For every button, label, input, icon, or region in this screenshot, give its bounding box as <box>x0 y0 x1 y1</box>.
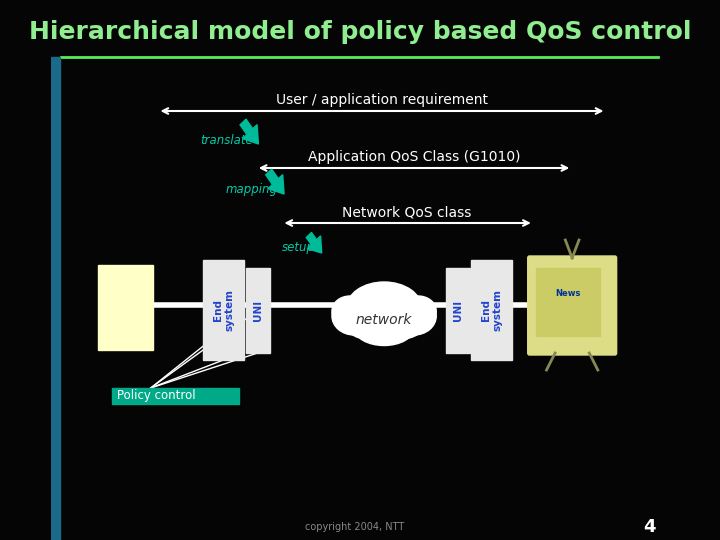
FancyArrow shape <box>266 169 284 194</box>
Bar <box>446 268 469 353</box>
Bar <box>50 57 60 540</box>
Text: UNI: UNI <box>253 300 263 321</box>
Text: setup: setup <box>282 241 315 254</box>
Text: Network QoS class: Network QoS class <box>343 205 472 219</box>
Text: network: network <box>356 313 413 327</box>
Bar <box>203 260 244 360</box>
Text: Application QoS Class (G1010): Application QoS Class (G1010) <box>307 150 521 164</box>
Ellipse shape <box>392 297 436 335</box>
Bar <box>536 268 600 336</box>
Text: copyright 2004, NTT: copyright 2004, NTT <box>305 522 404 532</box>
Ellipse shape <box>378 307 425 339</box>
Ellipse shape <box>332 297 377 335</box>
FancyArrow shape <box>306 232 322 253</box>
Bar <box>246 268 269 353</box>
Text: Policy control: Policy control <box>117 389 195 402</box>
Bar <box>472 260 513 360</box>
FancyBboxPatch shape <box>528 256 616 355</box>
Text: UNI: UNI <box>453 300 463 321</box>
Text: User / application requirement: User / application requirement <box>276 93 487 107</box>
Text: mapping: mapping <box>226 184 278 197</box>
Ellipse shape <box>354 310 414 346</box>
Bar <box>112 388 239 404</box>
Text: translate: translate <box>200 133 253 146</box>
Ellipse shape <box>346 282 422 334</box>
Text: 4: 4 <box>643 518 655 536</box>
Text: Hierarchical model of policy based QoS control: Hierarchical model of policy based QoS c… <box>29 20 691 44</box>
Ellipse shape <box>400 296 436 326</box>
Ellipse shape <box>332 296 368 326</box>
Ellipse shape <box>346 307 388 339</box>
Text: End
system: End system <box>481 289 503 331</box>
Text: News: News <box>555 288 580 298</box>
Text: End
system: End system <box>212 289 234 331</box>
Bar <box>98 265 153 350</box>
FancyArrow shape <box>240 119 258 144</box>
